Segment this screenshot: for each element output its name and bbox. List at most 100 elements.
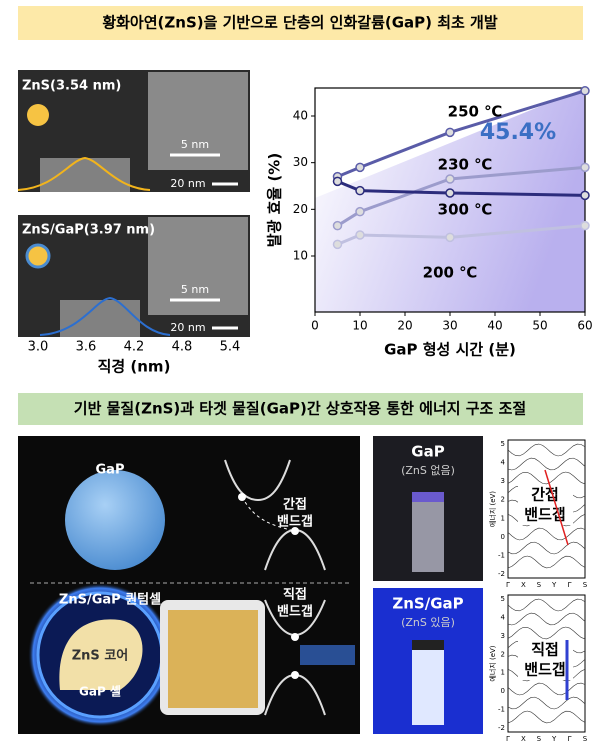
data-point — [332, 239, 343, 250]
k-point: X — [521, 735, 526, 743]
band-label: 밴드갭 — [524, 506, 565, 524]
x-tick-label: 50 — [532, 319, 547, 333]
k-point: S — [583, 735, 588, 743]
label: GaP 셸 — [79, 684, 121, 699]
band-line — [507, 555, 586, 569]
arrow — [544, 469, 569, 546]
y-axis-label: 에너지 (eV) — [488, 645, 497, 681]
band-line — [507, 598, 586, 612]
diagram: GaP 간접 밴드갭 ZnS/GaP 퀀텀셀 ZnS 코어 GaP 셸 직접 밴… — [18, 436, 360, 734]
y-tick-label: 4 — [501, 459, 506, 467]
data-point — [445, 188, 455, 198]
series-line — [336, 224, 586, 246]
label-bg — [518, 640, 573, 680]
vial-note: (ZnS 있음) — [401, 616, 455, 629]
data-point — [445, 174, 455, 184]
k-point: Y — [551, 735, 557, 743]
label-bg — [518, 485, 573, 525]
x-tick-label: 10 — [352, 319, 367, 333]
y-tick-label: -2 — [498, 570, 505, 578]
data-point — [355, 185, 365, 196]
y-tick-label: 1 — [501, 514, 505, 522]
y-tick-label: 1 — [501, 669, 505, 677]
label: GaP — [96, 463, 125, 478]
particle-icon — [25, 243, 51, 269]
scale-label: 20 nm — [170, 177, 205, 190]
label: 밴드갭 — [277, 515, 313, 530]
x-tick-label: 20 — [397, 319, 412, 333]
k-point: Γ — [506, 581, 510, 589]
k-point: S — [537, 581, 542, 589]
vial-name: GaP — [411, 443, 444, 461]
data-point — [445, 232, 455, 243]
title-banner — [18, 6, 583, 40]
y-tick-label: 0 — [501, 533, 505, 541]
band-line — [507, 443, 586, 457]
x-tick-label: 4.2 — [124, 340, 145, 355]
label: ZnS/GaP 퀀텀셀 — [59, 592, 161, 608]
series-label: 200 ℃ — [423, 264, 478, 282]
k-point: S — [583, 581, 588, 589]
y-tick-label: 2 — [501, 496, 505, 504]
x-tick-label: 3.0 — [28, 340, 49, 355]
label: 간접 — [283, 497, 307, 513]
band-line — [507, 527, 586, 541]
y-tick-label: 3 — [501, 632, 505, 640]
k-point: Γ — [568, 581, 572, 589]
y-axis-label: 에너지 (eV) — [488, 491, 497, 527]
vial-name: ZnS/GaP — [392, 595, 463, 613]
scale-label: 5 nm — [181, 138, 209, 151]
tem-panels: ZnS(3.54 nm) 5 nm 20 nm ZnS/GaP(3.97 nm)… — [17, 70, 250, 376]
series-label: 230 ℃ — [438, 156, 493, 174]
data-point — [445, 127, 455, 138]
scale-label: 5 nm — [181, 283, 209, 296]
y-tick-label: 2 — [501, 650, 505, 658]
band-line — [507, 612, 586, 626]
y-tick-label: 3 — [501, 477, 505, 485]
x-axis-label: GaP 형성 시간 (분) — [384, 341, 516, 359]
y-tick-label: 10 — [293, 249, 308, 263]
annotation: 45.4% — [480, 120, 556, 145]
y-tick-label: -1 — [498, 551, 505, 559]
k-point: Γ — [568, 735, 572, 743]
x-tick-label: 40 — [487, 319, 502, 333]
y-axis-label: 발광 효율 (%) — [266, 153, 284, 247]
data-point — [355, 230, 365, 240]
x-tick-label: 0 — [311, 319, 319, 333]
y-tick-label: 5 — [501, 595, 505, 603]
tem-label: ZnS/GaP(3.97 nm) — [22, 223, 155, 238]
x-tick-label: 3.6 — [76, 340, 97, 355]
k-point: S — [537, 735, 542, 743]
data-point — [355, 206, 365, 217]
y-tick-label: 30 — [293, 155, 308, 169]
label: 직접 — [283, 587, 307, 603]
data-point — [332, 220, 343, 231]
axis-label: 직경 (nm) — [98, 358, 171, 376]
k-point: Y — [551, 581, 557, 589]
scale-label: 20 nm — [170, 321, 205, 334]
y-tick-label: -1 — [498, 706, 505, 714]
label: ZnS 코어 — [72, 648, 129, 664]
data-point — [580, 86, 590, 96]
y-tick-label: 20 — [293, 202, 308, 216]
data-point — [332, 176, 343, 187]
label: 밴드갭 — [277, 605, 313, 620]
band-line — [507, 541, 586, 555]
data-point — [580, 162, 590, 173]
data-point — [355, 162, 365, 173]
x-tick-label: 5.4 — [220, 340, 241, 355]
y-tick-label: 40 — [293, 109, 308, 123]
y-tick-label: 0 — [501, 687, 505, 695]
band-line — [507, 696, 586, 710]
series-line — [336, 165, 586, 227]
x-tick-label: 4.8 — [172, 340, 193, 355]
y-tick-label: 5 — [501, 440, 505, 448]
vial-note: (ZnS 없음) — [401, 464, 455, 477]
subtitle: 기반 물질(ZnS)과 타겟 물질(GaP)간 상호작용 통한 에너지 구조 조… — [74, 400, 526, 418]
line-chart: 0 10 20 30 40 50 60 10 20 30 40 GaP 형성 시간 (분) 발광 효율 … — [266, 86, 593, 359]
series-label: 300 ℃ — [438, 201, 493, 219]
data-point — [580, 220, 590, 231]
band-label: 직접 — [531, 641, 559, 659]
